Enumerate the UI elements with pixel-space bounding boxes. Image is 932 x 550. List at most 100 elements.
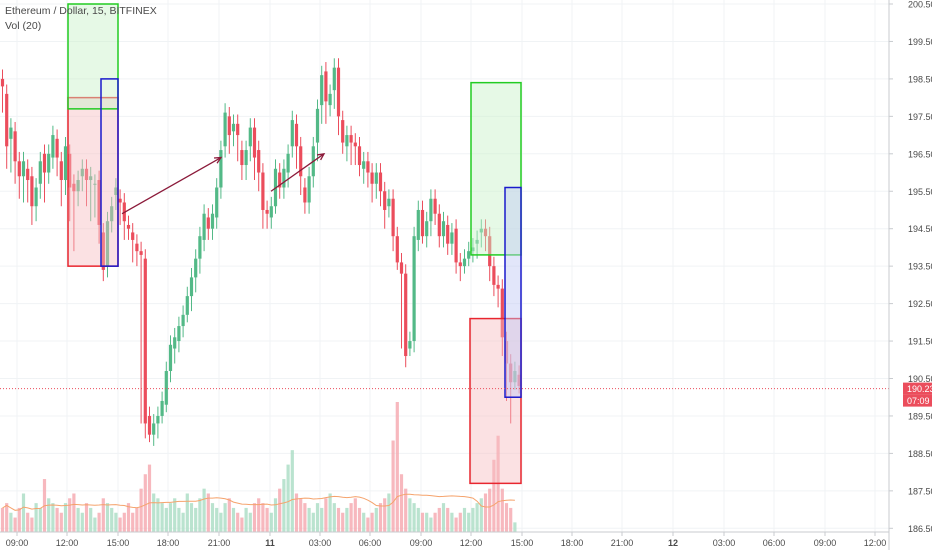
candle-body: [194, 259, 197, 278]
volume-bar: [392, 441, 395, 532]
volume-bar: [434, 513, 437, 532]
price-label: 198.50: [908, 74, 932, 84]
candle-body: [47, 154, 50, 173]
chart-grid: [0, 0, 889, 532]
candle-body: [215, 188, 218, 218]
volume-bar: [484, 493, 487, 532]
volume-bar: [35, 503, 38, 532]
volume-bar: [102, 498, 105, 532]
volume-bar: [387, 493, 390, 532]
volume-bar: [152, 493, 155, 532]
volume-bar: [408, 498, 411, 532]
volume-bar: [287, 465, 290, 532]
volume-bar: [119, 518, 122, 532]
candle-body: [316, 109, 319, 143]
candle-body: [417, 210, 420, 240]
price-axis[interactable]: 200.50 199.50 198.50 197.50 196.50 195.50 194.…: [889, 0, 932, 550]
candle-body: [366, 161, 369, 172]
volume-bar: [396, 402, 399, 532]
volume-bar: [173, 498, 176, 532]
candle-body: [182, 315, 185, 326]
annotation-box-blue: [505, 188, 521, 398]
candle-body: [51, 135, 54, 157]
time-label: 21:00: [208, 538, 231, 548]
volume-bar: [429, 518, 432, 532]
time-axis[interactable]: 09:00 12:00 15:00 18:00 21:00 11 03:00 06:00 09:…: [0, 532, 889, 548]
price-label: 199.50: [908, 37, 932, 47]
candle-body: [186, 296, 189, 315]
volume-bar: [467, 513, 470, 532]
volume-bar: [9, 513, 12, 532]
candle-body: [232, 124, 235, 131]
volume-bar: [64, 503, 67, 532]
candle-body: [320, 75, 323, 105]
candle-body: [60, 161, 63, 180]
candle-body: [434, 199, 437, 214]
candle-body: [442, 221, 445, 236]
volume-bar: [190, 503, 193, 532]
volume-bar: [354, 498, 357, 532]
candle-body: [119, 199, 122, 203]
candle-body: [303, 188, 306, 203]
volume-bar: [161, 503, 164, 532]
candle-body: [467, 251, 470, 258]
candle-body: [387, 199, 390, 206]
time-label: 18:00: [561, 538, 584, 548]
volume-indicator-label[interactable]: Vol (20): [5, 19, 157, 34]
volume-bar: [18, 508, 21, 532]
volume-bar: [177, 508, 180, 532]
candle-body: [400, 262, 403, 273]
candle-body: [383, 191, 386, 210]
volume-bar: [320, 508, 323, 532]
volume-bar: [140, 489, 143, 532]
volume-bar: [350, 503, 353, 532]
price-label: 187.50: [908, 486, 932, 496]
annotation-arrow: [122, 158, 221, 214]
candle-body: [404, 274, 407, 356]
candle-body: [1, 79, 4, 86]
time-label: 06:00: [359, 538, 382, 548]
volume-bar: [476, 503, 479, 532]
symbol-title[interactable]: Ethereum / Dollar, 15, BITFINEX: [5, 4, 157, 19]
time-label: 09:00: [6, 538, 29, 548]
volume-bar: [337, 508, 340, 532]
candle-body: [438, 214, 441, 236]
candle-body: [144, 259, 147, 424]
time-label: 12:00: [864, 538, 887, 548]
candle-body: [203, 214, 206, 240]
volume-bar: [56, 508, 59, 532]
candle-body: [379, 173, 382, 192]
volume-bar: [47, 498, 50, 532]
volume-bar: [224, 503, 227, 532]
volume-bar: [278, 489, 281, 532]
volume-bar: [324, 498, 327, 532]
candle-body: [295, 124, 298, 146]
candle-body: [329, 94, 332, 105]
volume-bar: [438, 508, 441, 532]
volume-bar: [60, 513, 63, 532]
price-label: 192.50: [908, 299, 932, 309]
time-label: 15:00: [107, 538, 130, 548]
price-label: 189.50: [908, 411, 932, 421]
candle-body: [165, 371, 168, 405]
candle-body: [345, 135, 348, 146]
volume-bar: [371, 513, 374, 532]
candle-body: [64, 146, 67, 180]
volume-bar: [182, 513, 185, 532]
candle-body: [371, 173, 374, 184]
price-label: 193.50: [908, 262, 932, 272]
candle-body: [22, 161, 25, 176]
volume-bar: [253, 503, 256, 532]
last-price-value: 190.23: [907, 384, 932, 394]
countdown-value: 07:09: [907, 396, 930, 406]
candle-body: [341, 120, 344, 142]
candle-body: [375, 173, 378, 184]
candle-body: [497, 285, 500, 289]
volume-bar: [194, 508, 197, 532]
volume-bar: [312, 513, 315, 532]
volume-bar: [270, 513, 273, 532]
candle-body: [421, 210, 424, 236]
candle-body: [408, 341, 411, 348]
volume-bar: [505, 503, 508, 532]
